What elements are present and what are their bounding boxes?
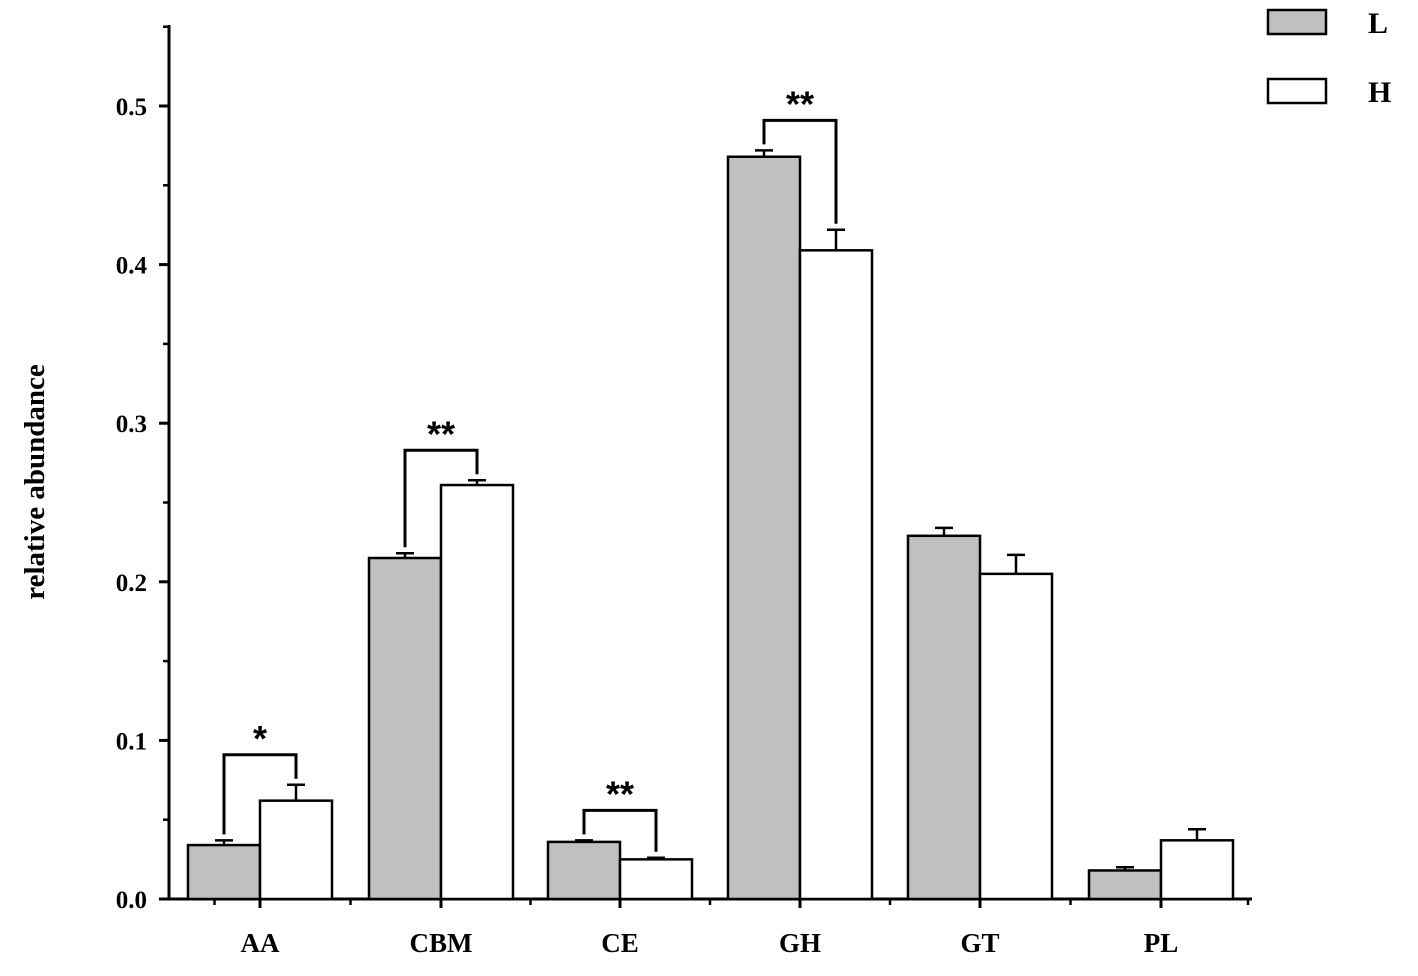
y-tick-label: 0.5 [116, 94, 147, 121]
x-tick-label: PL [1144, 928, 1179, 958]
bar-L-GH [726, 155, 802, 901]
x-tick-label: GT [960, 928, 999, 958]
bar-L-GT [906, 534, 982, 901]
y-tick-label: 0.4 [116, 253, 148, 280]
axes: 0.0 0.1 0.2 0.3 0.4 0.5 relative abundance AA CB… [19, 25, 1252, 958]
significance-bracket-CBM [403, 448, 479, 548]
significance-bracket-GH [762, 118, 838, 224]
bar-H-CE [618, 858, 694, 901]
y-tick-label: 0.1 [116, 728, 147, 755]
significance-bracket-AA [222, 753, 298, 835]
legend-swatch-H [1266, 77, 1328, 105]
x-tick-label: AA [241, 928, 280, 958]
significance-label-GH: ** [786, 83, 814, 124]
bar-H-GH [798, 249, 874, 901]
bars [186, 155, 1235, 901]
x-tick-label: GH [779, 928, 821, 958]
legend-label-H: H [1368, 76, 1391, 109]
y-axis-title: relative abundance [19, 364, 51, 600]
y-tick-label: 0.2 [116, 570, 147, 597]
legend-label-L: L [1368, 7, 1388, 40]
y-tick-label: 0.0 [116, 887, 147, 914]
x-tick-label: CE [601, 928, 639, 958]
significance-label-CE: ** [606, 773, 634, 814]
bar-H-GT [978, 572, 1054, 901]
legend-swatch-L [1266, 8, 1328, 36]
significance-label-CBM: ** [427, 413, 455, 454]
significance-label-AA: * [253, 718, 267, 759]
bar-H-PL [1159, 839, 1235, 901]
bar-H-CBM [439, 483, 515, 901]
bar-L-CE [546, 840, 622, 901]
x-tick-label: CBM [410, 928, 473, 958]
legend: LH [1266, 7, 1391, 109]
significance-brackets: ******* [222, 83, 838, 852]
bar-L-AA [186, 843, 262, 901]
significance-bracket-CE [582, 808, 658, 852]
bar-L-PL [1087, 869, 1163, 901]
bar-H-AA [258, 799, 334, 901]
error-bars [215, 149, 1206, 871]
bar-L-CBM [367, 556, 443, 901]
y-tick-label: 0.3 [116, 411, 147, 438]
